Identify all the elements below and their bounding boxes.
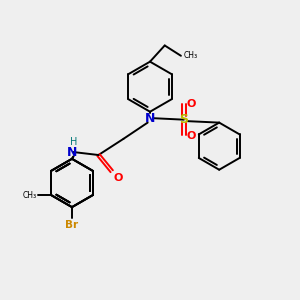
Text: O: O <box>187 99 196 109</box>
Text: N: N <box>67 146 77 159</box>
Text: O: O <box>113 173 123 183</box>
Text: CH₃: CH₃ <box>22 190 36 200</box>
Polygon shape <box>42 153 102 213</box>
Text: H: H <box>70 137 77 147</box>
Text: CH₃: CH₃ <box>183 51 197 60</box>
Text: O: O <box>187 130 196 141</box>
Text: Br: Br <box>65 220 79 230</box>
Text: S: S <box>179 113 188 126</box>
Text: N: N <box>145 112 155 125</box>
